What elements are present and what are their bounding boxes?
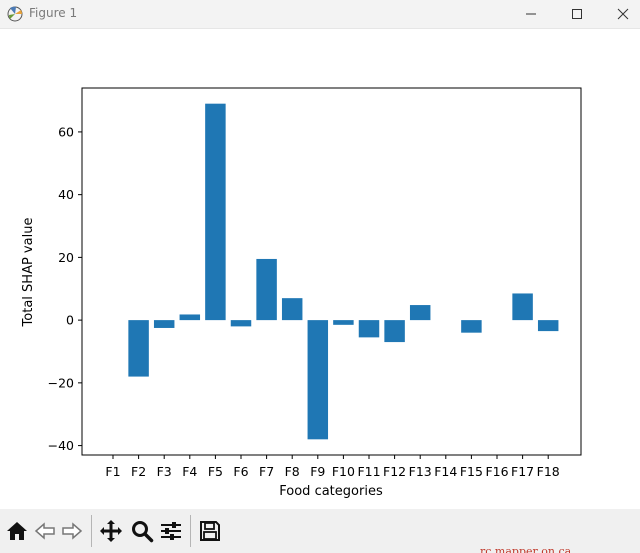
- x-tick-label: F5: [208, 464, 223, 479]
- navigation-toolbar: [0, 509, 640, 553]
- x-tick-label: F6: [233, 464, 248, 479]
- bar-f17: [512, 293, 533, 321]
- close-button[interactable]: [600, 0, 640, 28]
- bar-f9: [307, 320, 329, 440]
- zoom-button[interactable]: [128, 517, 156, 545]
- maximize-button[interactable]: [554, 0, 600, 28]
- close-icon: [617, 8, 629, 20]
- x-tick-label: F4: [182, 464, 197, 479]
- x-tick-label: F15: [460, 464, 483, 479]
- axes-frame: [81, 87, 582, 456]
- bar-f4: [179, 314, 201, 321]
- save-floppy-icon: [200, 521, 220, 541]
- maximize-icon: [572, 9, 582, 19]
- bar-f2: [128, 320, 149, 377]
- x-tick-label: F12: [383, 464, 406, 479]
- bar-f5: [205, 103, 226, 321]
- window-title: Figure 1: [29, 6, 78, 20]
- bar-f13: [409, 305, 431, 321]
- x-tick-label: F8: [285, 464, 300, 479]
- y-tick-label: −40: [48, 438, 74, 453]
- x-tick-label: F16: [485, 464, 508, 479]
- y-tick-label: 60: [58, 124, 74, 139]
- bar-f10: [333, 320, 354, 325]
- toolbar-separator: [91, 515, 92, 547]
- matplotlib-app-icon: [7, 6, 23, 22]
- x-tick-label: F18: [537, 464, 560, 479]
- x-tick-label: F2: [131, 464, 146, 479]
- figure-canvas[interactable]: −40 −20 0 20 40 60 F1 F2 F3 F4 F5 F6 F7 F8 F9 F10 F11 F1…: [0, 29, 640, 509]
- back-arrow-icon: [34, 522, 55, 540]
- bar-f8: [281, 298, 303, 321]
- save-button[interactable]: [196, 517, 224, 545]
- configure-subplots-icon: [161, 522, 181, 540]
- zoom-magnifier-icon: [132, 521, 154, 543]
- y-tick-label: −20: [48, 375, 74, 390]
- bar-f12: [384, 320, 405, 343]
- minimize-icon: [526, 13, 536, 15]
- home-icon: [7, 522, 27, 540]
- bar-f6: [230, 320, 252, 327]
- status-text-fragment: rc mapper on ca: [480, 545, 572, 553]
- x-tick-label: F10: [332, 464, 355, 479]
- x-tick-label: F1: [105, 464, 120, 479]
- minimize-button[interactable]: [508, 0, 554, 28]
- bar-f15: [461, 320, 482, 333]
- y-tick-label: 40: [58, 187, 74, 202]
- x-tick-label: F9: [310, 464, 325, 479]
- toolbar-separator: [190, 515, 191, 547]
- home-button[interactable]: [3, 517, 31, 545]
- x-axis-label: Food categories: [279, 484, 383, 499]
- x-tick-label: F11: [357, 464, 380, 479]
- y-tick-label: 0: [66, 313, 74, 328]
- bar-f7: [256, 258, 277, 321]
- forward-button[interactable]: [58, 517, 86, 545]
- x-tick-label: F17: [511, 464, 534, 479]
- forward-arrow-icon: [62, 522, 83, 540]
- x-tick-label: F13: [409, 464, 432, 479]
- y-tick-label: 20: [58, 250, 74, 265]
- y-axis-label: Total SHAP value: [21, 218, 36, 328]
- bar-f11: [358, 320, 380, 338]
- bar-f3: [153, 320, 175, 328]
- pan-move-icon: [100, 520, 122, 542]
- pan-button[interactable]: [97, 517, 125, 545]
- window-titlebar: Figure 1: [0, 0, 640, 29]
- x-tick-label: F14: [434, 464, 457, 479]
- configure-subplots-button[interactable]: [157, 517, 185, 545]
- bar-f18: [537, 320, 559, 332]
- back-button[interactable]: [31, 517, 59, 545]
- x-tick-label: F3: [157, 464, 172, 479]
- x-tick-label: F7: [259, 464, 274, 479]
